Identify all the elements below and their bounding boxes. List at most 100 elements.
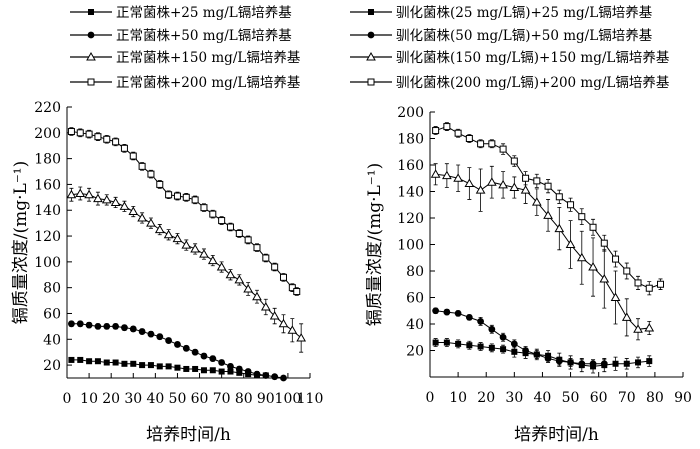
data-point: [182, 344, 190, 352]
x-tick-label: 70: [213, 391, 231, 407]
x-tick-label: 40: [146, 391, 164, 407]
data-point: [280, 374, 287, 382]
data-point: [234, 274, 245, 284]
data-point: [94, 358, 101, 365]
data-point: [244, 236, 252, 244]
data-point: [554, 223, 565, 233]
data-point: [612, 360, 619, 367]
x-tick-label: 20: [102, 391, 120, 407]
data-point: [191, 196, 199, 204]
data-point: [269, 311, 280, 320]
y-tick-label: 80: [43, 281, 61, 297]
data-point: [488, 344, 495, 351]
data-point: [635, 359, 642, 366]
legend-marker: [86, 51, 96, 61]
data-point: [190, 243, 200, 253]
data-point: [183, 365, 190, 372]
data-point: [85, 130, 93, 138]
data-point: [565, 239, 576, 248]
y-axis-title: 镉质量浓度/(mg·L⁻¹): [365, 163, 385, 326]
data-point: [588, 262, 598, 271]
data-point: [287, 325, 298, 334]
data-point: [430, 169, 441, 178]
x-axis-title: 培养时间/h: [146, 425, 231, 445]
data-point: [271, 373, 279, 381]
data-point: [432, 339, 439, 346]
y-tick-label: 200: [397, 105, 424, 121]
data-point: [216, 262, 227, 271]
data-point: [130, 360, 137, 367]
data-point: [646, 358, 653, 365]
data-point: [644, 322, 655, 332]
data-point: [225, 269, 236, 279]
data-point: [110, 197, 121, 206]
x-tick-label: 90: [674, 390, 692, 406]
data-point: [119, 201, 130, 210]
series-line: [435, 310, 605, 365]
y-tick-label: 100: [397, 238, 424, 254]
data-point: [499, 333, 507, 341]
data-point: [235, 229, 243, 237]
data-point: [520, 185, 531, 194]
data-point: [578, 360, 586, 368]
data-point: [455, 340, 462, 347]
data-point: [236, 369, 243, 376]
legend-label: 驯化菌株(200 mg/L镉)+200 mg/L镉培养基: [396, 74, 670, 91]
data-point: [544, 182, 552, 190]
data-point: [147, 362, 154, 369]
data-point: [465, 313, 473, 321]
data-point: [121, 360, 128, 367]
data-point: [235, 365, 243, 373]
data-point: [589, 223, 597, 231]
x-tick-label: 0: [63, 391, 72, 407]
data-point: [227, 368, 234, 375]
data-point: [218, 217, 226, 225]
data-point: [477, 343, 484, 350]
data-point: [443, 308, 451, 316]
data-point: [621, 312, 632, 321]
series-4: [67, 127, 301, 296]
x-tick-label: 110: [297, 391, 324, 407]
data-point: [465, 135, 473, 142]
x-axis-title: 培养时间/h: [514, 425, 599, 445]
data-point: [137, 212, 147, 222]
data-point: [477, 317, 484, 325]
x-tick-label: 80: [235, 391, 253, 407]
data-point: [243, 283, 254, 293]
data-point: [76, 320, 84, 328]
data-point: [200, 367, 207, 374]
data-point: [262, 372, 270, 379]
x-tick-label: 70: [618, 390, 636, 406]
data-point: [454, 129, 462, 137]
data-point: [623, 267, 631, 275]
data-point: [443, 339, 450, 346]
y-tick-label: 60: [43, 306, 61, 322]
data-point: [138, 162, 146, 170]
x-tick-label: 0: [426, 390, 435, 406]
data-point: [200, 204, 208, 212]
legend-label: 驯化菌株(50 mg/L镉)+50 mg/L镉培养基: [396, 27, 653, 44]
series-2: [68, 320, 287, 382]
data-point: [156, 363, 163, 370]
data-point: [645, 284, 653, 292]
data-point: [432, 127, 440, 135]
x-tick-label: 50: [169, 391, 187, 407]
data-point: [94, 133, 102, 141]
data-point: [173, 192, 181, 200]
x-tick-label: 20: [477, 390, 495, 406]
data-point: [578, 213, 586, 221]
data-point: [589, 360, 597, 368]
y-tick-label: 200: [34, 126, 61, 142]
data-point: [86, 358, 93, 365]
data-point: [154, 224, 165, 234]
series-1: [432, 338, 653, 374]
data-point: [296, 332, 307, 342]
data-point: [600, 239, 608, 247]
data-point: [172, 233, 183, 243]
legend-label: 驯化菌株(25 mg/L镉)+25 mg/L镉培养基: [396, 4, 653, 21]
data-point: [191, 348, 199, 356]
data-point: [454, 310, 462, 317]
data-point: [128, 206, 139, 216]
data-point: [165, 363, 172, 370]
data-point: [103, 322, 111, 330]
